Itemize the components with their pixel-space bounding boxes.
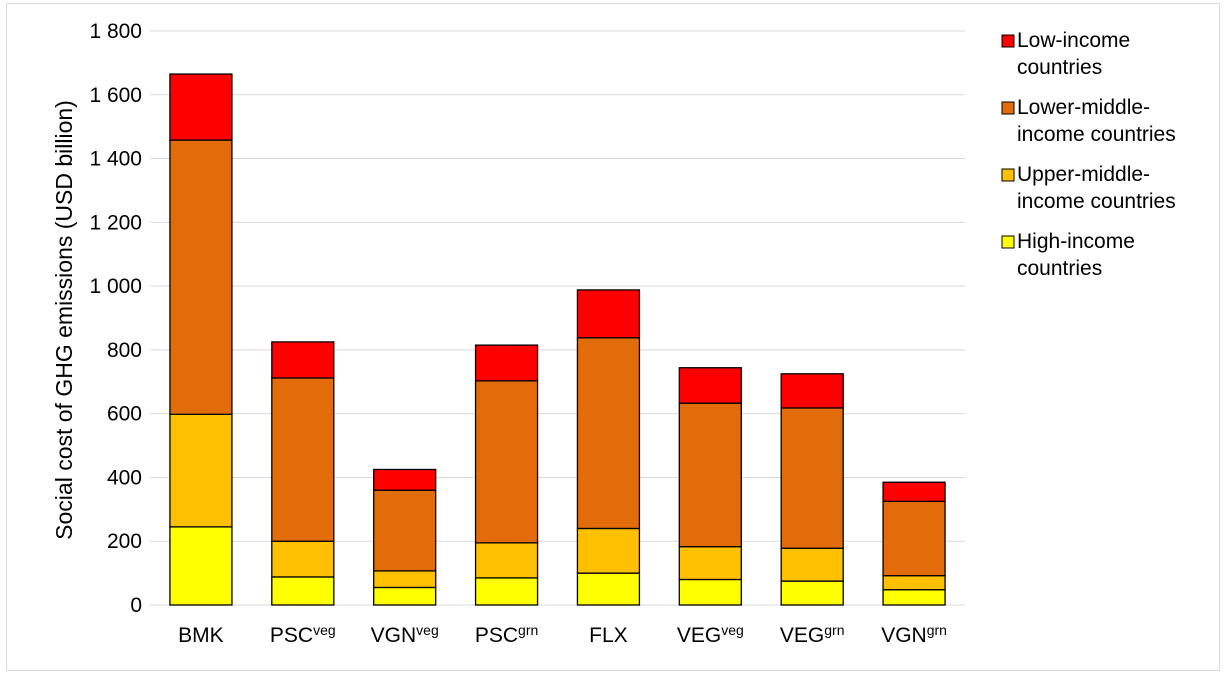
x-axis-ticks: BMK PSCveg VGNveg PSCgrn FLX VEGveg VEGgrn VGNg… (178, 622, 947, 647)
bar-segment (373, 586, 437, 606)
bar-segment (474, 380, 539, 544)
legend-swatch (1001, 34, 1015, 48)
x-tick-label: VGNgrn (881, 622, 947, 647)
bar-segment (271, 377, 335, 542)
x-tick-label: VGNveg (371, 622, 439, 647)
bar-segment (882, 481, 946, 503)
bar-segment (678, 545, 742, 581)
x-tick-label: PSCgrn (475, 622, 538, 647)
bar-segment (576, 527, 641, 574)
bar-segment (169, 73, 233, 141)
bar-segment (474, 542, 539, 579)
y-tick-label: 1 600 (89, 84, 142, 107)
bar-segment (271, 540, 335, 578)
bar-segment (780, 580, 844, 606)
bar-segment (271, 341, 335, 379)
y-tick-label: 200 (107, 530, 142, 553)
y-tick-label: 1 400 (89, 148, 142, 171)
legend-label: income countries (1017, 123, 1176, 146)
bar-segment (576, 572, 641, 606)
bar-segment (474, 344, 539, 382)
y-tick-label: 600 (107, 403, 142, 426)
bar-segment (780, 547, 844, 582)
bar-segment (678, 402, 742, 548)
legend-swatch (1001, 101, 1015, 115)
bar-segment (576, 289, 641, 339)
y-tick-label: 0 (130, 594, 142, 617)
bar-segment (780, 407, 844, 549)
legend: Low-income countries Lower-middle-income c… (1001, 29, 1176, 280)
bar-segment (780, 373, 844, 409)
bar-segment (882, 575, 946, 591)
y-tick-label: 400 (107, 466, 142, 489)
bar-segment (576, 337, 641, 530)
y-tick-label: 1 200 (89, 211, 142, 234)
bar-segment (678, 367, 742, 404)
bar-segment (373, 489, 437, 572)
bar-segment (882, 500, 946, 577)
y-tick-label: 1 000 (89, 275, 142, 298)
bar-segment (169, 526, 233, 606)
x-tick-label: FLX (589, 624, 628, 647)
legend-label: Lower-middle- (1017, 96, 1150, 119)
bars (169, 73, 946, 606)
bar-segment (882, 589, 946, 606)
bar-segment (474, 577, 539, 606)
x-tick-label: BMK (178, 624, 224, 647)
legend-swatch (1001, 168, 1015, 182)
y-tick-label: 1 800 (89, 20, 142, 43)
legend-label: countries (1017, 56, 1102, 79)
x-tick-label: PSCveg (270, 622, 336, 647)
bar-segment (169, 139, 233, 415)
x-tick-label: VEGgrn (780, 622, 845, 647)
legend-label: Upper-middle- (1017, 163, 1150, 186)
x-tick-label: VEGveg (677, 622, 744, 647)
legend-label: Low-income (1017, 29, 1130, 52)
y-tick-label: 800 (107, 339, 142, 362)
bar-segment (373, 468, 437, 491)
y-axis-ticks: 0 200 400 600 800 1 000 1 200 1 400 1 600 1 800 (89, 20, 142, 617)
bar-segment (169, 413, 233, 528)
legend-label: income countries (1017, 190, 1176, 213)
bar-segment (678, 578, 742, 606)
bar-segment (271, 576, 335, 606)
legend-label: High-income (1017, 230, 1135, 253)
legend-swatch (1001, 235, 1015, 249)
legend-label: countries (1017, 257, 1102, 280)
y-axis-label: Social cost of GHG emissions (USD billio… (51, 100, 77, 540)
bar-segment (373, 570, 437, 589)
